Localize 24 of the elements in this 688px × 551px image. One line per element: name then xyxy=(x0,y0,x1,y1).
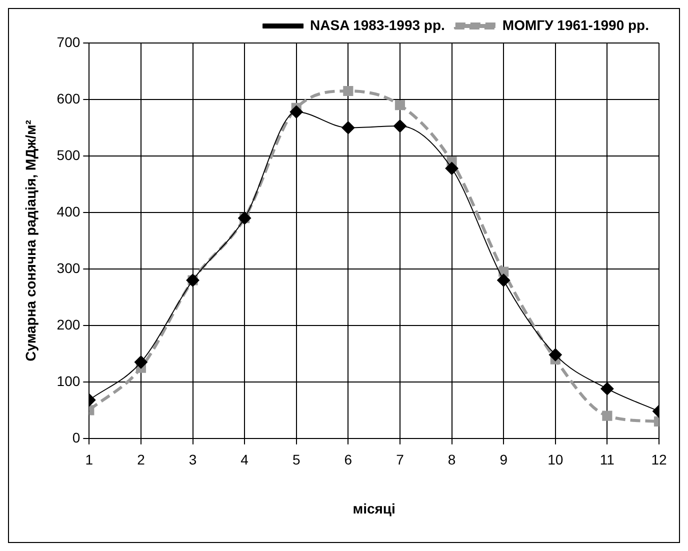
x-tick-label: 1 xyxy=(85,452,94,468)
y-tick-label: 0 xyxy=(72,429,80,446)
x-tick-label: 9 xyxy=(500,452,508,468)
x-tick-label: 12 xyxy=(651,452,667,468)
y-axis-title: Сумарна сонячна радіація, МДж/м² xyxy=(22,120,38,362)
x-tick-label: 10 xyxy=(548,452,564,468)
y-tick-label: 600 xyxy=(56,90,80,106)
x-tick-label: 6 xyxy=(344,452,352,468)
x-tick-label: 8 xyxy=(448,452,456,468)
y-tick-label: 700 xyxy=(56,34,80,50)
legend-label: МОМГУ 1961-1990 рр. xyxy=(502,16,650,33)
x-axis-title: місяці xyxy=(352,500,396,516)
x-tick-label: 3 xyxy=(188,452,197,468)
legend-label: NASA 1983-1993 рр. xyxy=(310,16,445,33)
y-tick-label: 500 xyxy=(56,146,80,163)
y-tick-label: 400 xyxy=(56,203,80,220)
x-tick-label: 4 xyxy=(240,452,249,468)
y-tick-label: 100 xyxy=(56,372,80,389)
x-tick-label: 7 xyxy=(396,452,404,468)
y-tick-label: 200 xyxy=(56,316,80,332)
x-tick-label: 2 xyxy=(137,452,146,468)
x-tick-label: 11 xyxy=(600,452,615,468)
y-tick-label: 300 xyxy=(56,260,80,276)
x-tick-label: 5 xyxy=(292,452,300,468)
